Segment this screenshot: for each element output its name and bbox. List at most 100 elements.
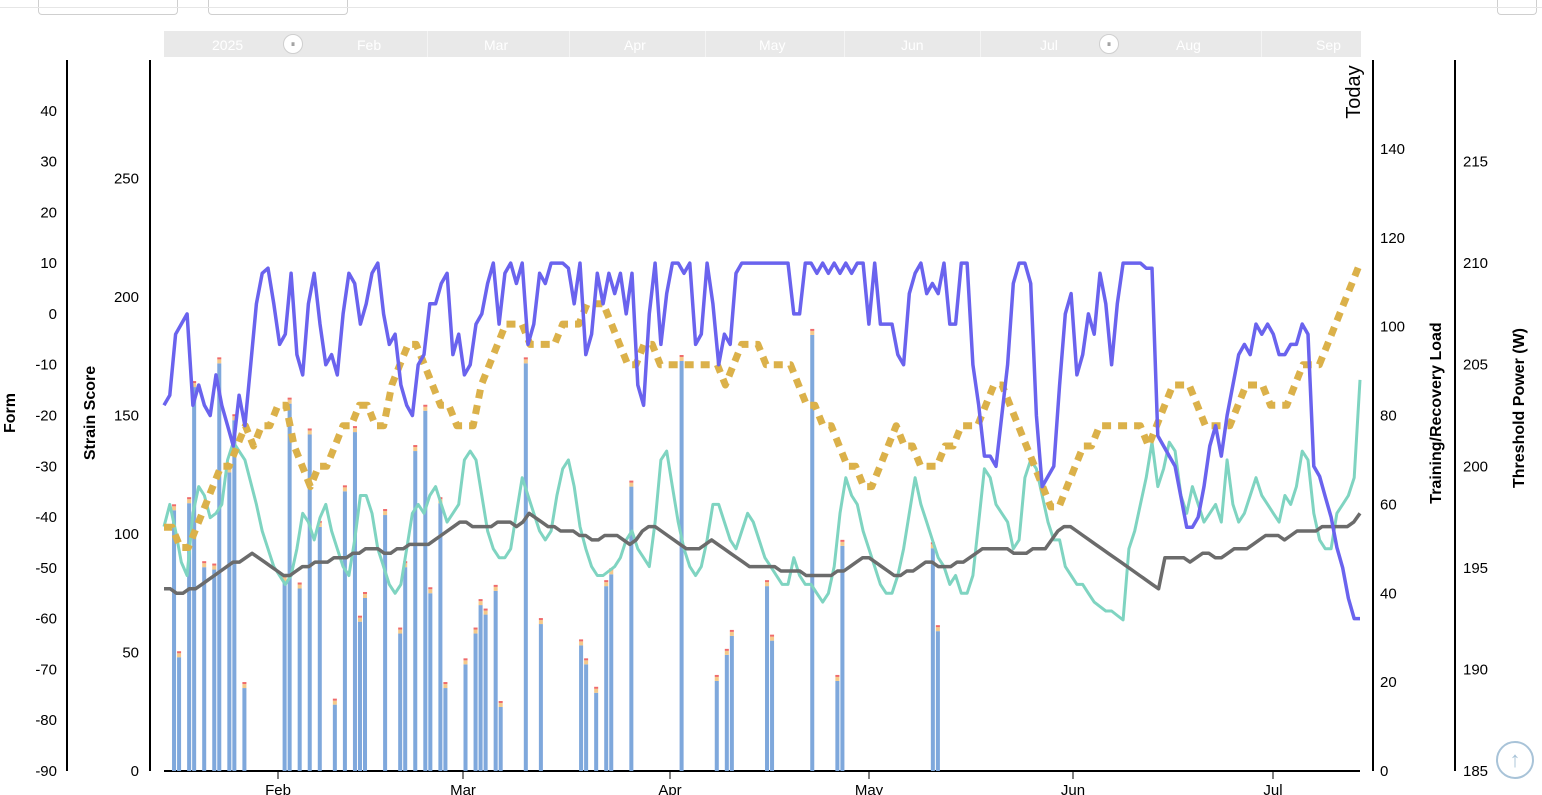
power-tick-label: 215	[1463, 154, 1488, 171]
recovery-load-line	[164, 511, 1362, 596]
x-tick-label: Jun	[1061, 782, 1085, 795]
strain-bar-cap	[282, 577, 287, 582]
strain-bar-cap	[483, 610, 488, 615]
strain-bar	[192, 387, 197, 771]
strain-bar-cap-red	[473, 627, 478, 630]
strain-bar-cap-red	[604, 580, 609, 583]
strain-bar-cap	[428, 589, 433, 594]
strain-bar-cap	[463, 660, 468, 665]
strain-bar-cap	[317, 522, 322, 527]
strain-bar-cap-red	[493, 584, 498, 587]
strain-bar	[438, 503, 443, 771]
navigator-separator	[427, 31, 428, 57]
strain-bar	[383, 515, 388, 771]
strain-bar-cap-red	[579, 639, 584, 642]
strain-bar-cap	[383, 511, 388, 516]
strain-bar-cap-red	[242, 682, 247, 685]
strain-bar-cap-red	[935, 625, 940, 628]
strain-bar-cap	[604, 582, 609, 587]
strain-bar	[538, 624, 543, 771]
strain-bar-cap-red	[192, 381, 197, 384]
navigator-label-jul: Jul	[1040, 37, 1058, 53]
strain-bar-cap	[177, 653, 182, 658]
strain-bar	[217, 363, 222, 771]
strain-bar-cap-red	[594, 686, 599, 689]
strain-bar-cap	[357, 617, 362, 622]
x-tick-label: Apr	[658, 782, 681, 795]
form-tick-label: -50	[35, 560, 57, 577]
strain-bar	[835, 680, 840, 771]
strain-bar	[242, 688, 247, 771]
strain-bar	[227, 472, 232, 771]
strain-bar-cap	[297, 584, 302, 589]
series-lines	[162, 261, 1364, 622]
toolbar-divider	[0, 7, 1542, 8]
navigator-label-year: 2025	[212, 37, 244, 53]
timeline-navigator[interactable]: 2025 Feb Mar Apr May Jun Jul Aug Sep ⏸ ⏸	[164, 31, 1361, 57]
form-tick-label: 10	[40, 255, 57, 272]
strain-bar-cap	[810, 330, 815, 335]
form-tick-label: -10	[35, 357, 57, 374]
navigator-separator	[705, 31, 706, 57]
scroll-to-top-button[interactable]: ↑	[1496, 741, 1534, 779]
strain-bar	[473, 633, 478, 771]
strain-bar-cap	[473, 629, 478, 634]
strain-bar-cap	[217, 359, 222, 364]
x-tick-label: May	[855, 782, 884, 795]
strain-bar-cap	[498, 703, 503, 708]
power-tick-label: 200	[1463, 458, 1488, 475]
form-tick-label: -20	[35, 408, 57, 425]
navigator-separator	[1261, 31, 1262, 57]
form-tick-label: -70	[35, 661, 57, 678]
strain-tick-label: 50	[122, 645, 139, 662]
form-line	[162, 261, 1360, 621]
strain-bar-cap	[202, 563, 207, 568]
strain-tick-label: 0	[131, 763, 139, 780]
strain-bar	[342, 491, 347, 771]
strain-tick-label: 100	[114, 526, 139, 543]
strain-bar	[362, 597, 368, 771]
strain-bar-cap-red	[538, 618, 543, 621]
strain-bar-cap-red	[770, 634, 775, 637]
power-tick-label: 195	[1463, 560, 1488, 577]
form-tick-label: -40	[35, 509, 57, 526]
strain-bar	[177, 657, 182, 771]
strain-bar-cap	[232, 416, 237, 421]
navigator-left-handle[interactable]: ⏸	[283, 34, 303, 54]
power-tick-label: 190	[1463, 661, 1488, 678]
strain-bar	[930, 548, 935, 771]
strain-bar	[172, 510, 177, 771]
strain-bar-cap-red	[217, 357, 222, 360]
strain-bar-cap-red	[729, 629, 734, 632]
strain-bar-cap	[478, 601, 483, 606]
navigator-label-may: May	[759, 37, 786, 53]
strain-bar	[478, 605, 483, 771]
strain-bar-cap-red	[714, 674, 719, 677]
strain-bar-cap	[835, 676, 840, 681]
strain-bar	[282, 581, 287, 771]
strain-bar-cap-red	[357, 615, 362, 618]
strain-bar-cap	[192, 383, 197, 388]
strain-bar	[187, 503, 192, 771]
strain-bar-cap	[765, 582, 770, 587]
navigator-separator	[980, 31, 981, 57]
strain-bar	[714, 680, 719, 771]
navigator-right-handle[interactable]: ⏸	[1099, 34, 1119, 54]
strain-bar	[443, 688, 448, 771]
strain-bar-cap-red	[307, 428, 312, 431]
strain-bar	[493, 590, 498, 771]
navigator-separator	[569, 31, 570, 57]
strain-bar-cap-red	[629, 480, 634, 483]
strain-bar-cap-red	[352, 426, 357, 429]
strain-bar-cap	[724, 650, 729, 655]
strain-bar	[423, 410, 428, 771]
strain-bar-cap-red	[478, 599, 483, 602]
strain-bar-cap	[212, 565, 217, 570]
strain-bar-cap	[342, 487, 347, 492]
navigator-separator	[844, 31, 845, 57]
strain-bar	[604, 586, 609, 771]
strain-bar-cap	[423, 406, 428, 411]
strain-bar-cap-red	[498, 701, 503, 704]
strain-bar-cap	[287, 399, 292, 404]
strain-bar-cap-red	[383, 509, 388, 512]
